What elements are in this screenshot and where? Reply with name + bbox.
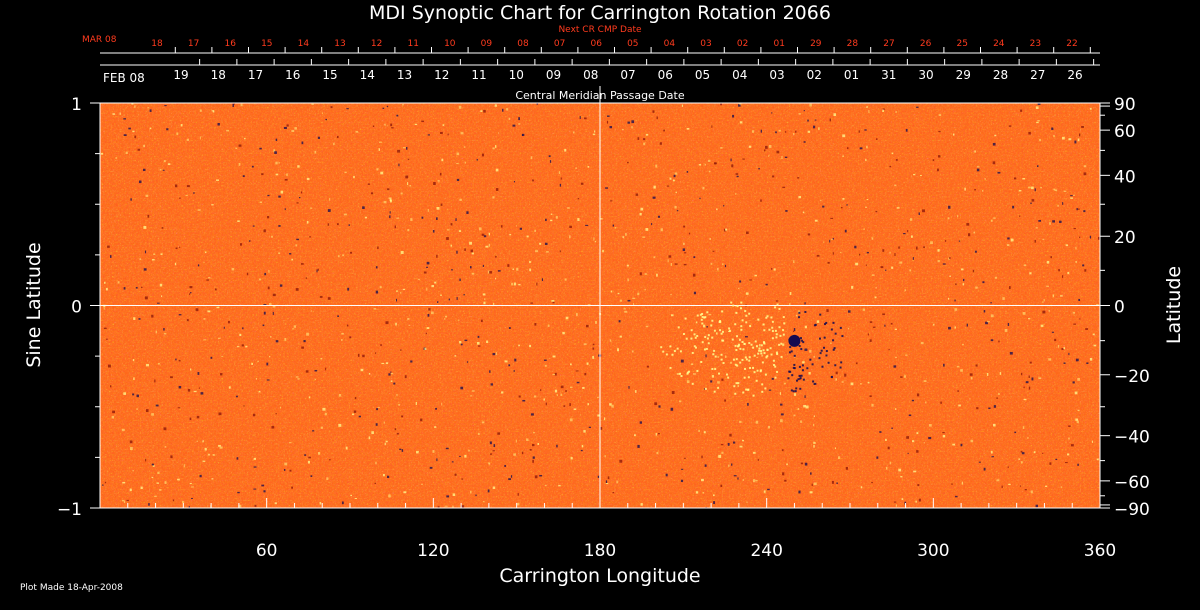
cmp-date-label: 08 xyxy=(583,68,598,82)
cmp-date-label: 03 xyxy=(769,68,784,82)
next-cmp-date-label: 13 xyxy=(334,39,345,49)
cmp-date-label: 10 xyxy=(509,68,524,82)
crosshair-lines xyxy=(100,86,1100,508)
y-tick-label-right: −90 xyxy=(1114,500,1150,520)
y-tick-label-right: −60 xyxy=(1114,473,1150,493)
x-tick-label: 300 xyxy=(917,541,949,561)
next-cmp-date-label: 27 xyxy=(883,39,894,49)
cmp-date-label: 06 xyxy=(658,68,673,82)
cmp-date-label: 16 xyxy=(285,68,300,82)
next-cmp-date-label: 05 xyxy=(627,39,638,49)
next-cmp-date-label: 12 xyxy=(371,39,382,49)
x-axis-label: Carrington Longitude xyxy=(499,565,700,587)
cmp-date-label: 04 xyxy=(732,68,747,82)
x-tick-label: 60 xyxy=(256,541,278,561)
next-cmp-date-label: 11 xyxy=(407,39,418,49)
chart-title: MDI Synoptic Chart for Carrington Rotati… xyxy=(369,2,831,24)
active-region-marker xyxy=(660,301,844,397)
next-cmp-date-label: 26 xyxy=(920,39,932,49)
next-cmp-axis-label: Next CR CMP Date xyxy=(558,25,642,35)
next-cmp-date-label: 15 xyxy=(261,39,272,49)
y-axis-label-left: Sine Latitude xyxy=(23,242,45,367)
cmp-date-label: 07 xyxy=(620,68,635,82)
y-tick-label-left: −1 xyxy=(57,500,82,520)
next-cmp-month-label: MAR 08 xyxy=(82,35,117,45)
x-axis: 60 120 180 240 300 360 xyxy=(99,498,1116,561)
next-cmp-axis: 18 17 16 15 14 13 12 11 10 09 08 07 06 05 04 03 02 01 29 28… xyxy=(100,39,1100,54)
next-cmp-date-label: 08 xyxy=(517,39,529,49)
next-cmp-date-label: 23 xyxy=(1030,39,1041,49)
next-cmp-date-label: 03 xyxy=(700,39,711,49)
x-tick-label: 240 xyxy=(750,541,782,561)
cmp-date-label: 19 xyxy=(173,68,188,82)
next-cmp-date-label: 07 xyxy=(554,39,565,49)
cmp-date-label: 13 xyxy=(397,68,412,82)
next-cmp-date-label: 29 xyxy=(810,39,822,49)
x-tick-label: 120 xyxy=(417,541,449,561)
next-cmp-date-label: 04 xyxy=(664,39,676,49)
cmp-date-label: 09 xyxy=(546,68,561,82)
next-cmp-date-label: 18 xyxy=(151,39,163,49)
next-cmp-date-label: 24 xyxy=(993,39,1005,49)
cmp-date-label: 15 xyxy=(322,68,337,82)
cmp-date-label: 18 xyxy=(211,68,226,82)
y-tick-label-right: 60 xyxy=(1114,122,1136,142)
cmp-date-label: 31 xyxy=(881,68,896,82)
y-tick-label-left: 1 xyxy=(71,95,82,115)
cmp-date-label: 17 xyxy=(248,68,263,82)
y-tick-label-right: −40 xyxy=(1114,428,1150,448)
cmp-date-label: 28 xyxy=(993,68,1008,82)
cmp-date-label: 26 xyxy=(1067,68,1082,82)
next-cmp-date-label: 16 xyxy=(224,39,236,49)
next-cmp-date-label: 10 xyxy=(444,39,456,49)
cmp-date-label: 12 xyxy=(434,68,449,82)
x-tick-label: 180 xyxy=(584,541,616,561)
next-cmp-date-label: 02 xyxy=(737,39,748,49)
next-cmp-date-label: 28 xyxy=(847,39,859,49)
next-cmp-date-label: 06 xyxy=(590,39,602,49)
cmp-date-label: 05 xyxy=(695,68,710,82)
next-cmp-date-label: 17 xyxy=(188,39,199,49)
y-axis-left: 1 0 −1 xyxy=(57,95,100,520)
next-cmp-date-label: 01 xyxy=(773,39,784,49)
plot-made-note: Plot Made 18-Apr-2008 xyxy=(20,583,123,593)
cmp-axis: 19 18 17 16 15 14 13 12 11 10 09 08 07 06 05 04 03 02 01 31… xyxy=(100,59,1100,82)
y-tick-label-right: 20 xyxy=(1114,228,1136,248)
y-axis-label-right: Latitude xyxy=(1163,266,1185,344)
next-cmp-date-label: 25 xyxy=(956,39,967,49)
x-tick-label: 360 xyxy=(1084,541,1116,561)
cmp-date-label: 01 xyxy=(844,68,859,82)
y-tick-label-right: 40 xyxy=(1114,167,1136,187)
next-cmp-date-label: 09 xyxy=(481,39,493,49)
y-tick-label-right: 90 xyxy=(1114,95,1136,115)
y-tick-label-right: −20 xyxy=(1114,367,1150,387)
active-region-core xyxy=(788,334,801,347)
cmp-date-label: 27 xyxy=(1030,68,1045,82)
cmp-date-label: 11 xyxy=(471,68,486,82)
next-cmp-date-label: 14 xyxy=(298,39,310,49)
cmp-month-label: FEB 08 xyxy=(103,71,145,85)
cmp-date-label: 02 xyxy=(807,68,822,82)
y-tick-label-right: 0 xyxy=(1114,298,1125,318)
cmp-date-label: 30 xyxy=(918,68,933,82)
y-axis-right: 90 60 40 20 0 −20 −40 −60 −90 xyxy=(1100,95,1150,520)
y-tick-label-left: 0 xyxy=(71,298,82,318)
next-cmp-date-label: 22 xyxy=(1066,39,1077,49)
cmp-date-label: 29 xyxy=(956,68,971,82)
cmp-date-label: 14 xyxy=(360,68,375,82)
